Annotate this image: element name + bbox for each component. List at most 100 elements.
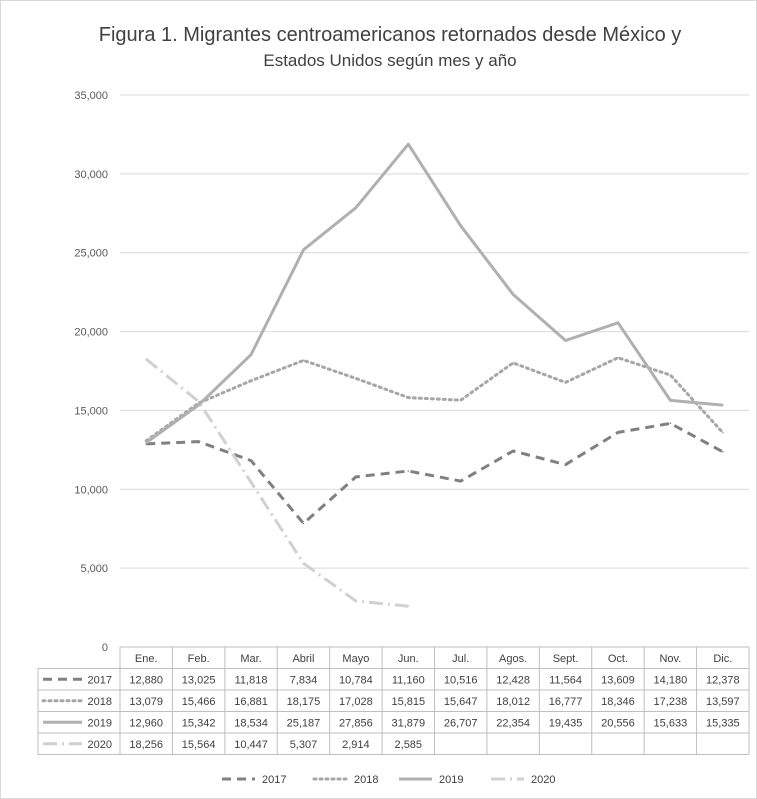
x-category-label: Dic. <box>713 653 732 665</box>
x-category-label: Mayo <box>342 653 369 665</box>
data-point-2017 <box>355 476 357 478</box>
data-point-2018 <box>250 379 252 382</box>
series-line-2018 <box>144 356 725 443</box>
y-tick-label: 5,000 <box>80 563 108 575</box>
table-cell-value: 17,238 <box>654 696 688 708</box>
table-cell-value: 16,881 <box>234 696 268 708</box>
x-category-label: Oct. <box>608 653 628 665</box>
table-cell-value: 18,346 <box>601 696 635 708</box>
table-cell-value: 12,378 <box>706 674 740 686</box>
data-point-2018 <box>512 362 514 364</box>
data-point-2019 <box>512 293 514 296</box>
x-category-label: Jul. <box>452 653 469 665</box>
table-cell-value: 18,012 <box>496 696 530 708</box>
table-series-name: 2017 <box>88 674 112 686</box>
table-cell-value: 11,160 <box>392 674 425 686</box>
data-point-2017 <box>145 443 148 445</box>
table-series-name: 2019 <box>88 717 112 729</box>
data-point-2020 <box>250 481 252 484</box>
data-point-2019 <box>459 224 462 227</box>
x-category-label: Nov. <box>659 653 681 665</box>
table-cell-value: 27,856 <box>339 717 373 729</box>
data-point-2017 <box>669 422 672 425</box>
table-cell-value: 25,187 <box>287 717 321 729</box>
data-point-2019 <box>355 206 357 209</box>
data-point-2017 <box>512 450 514 452</box>
table-cell-value: 31,879 <box>391 717 425 729</box>
table-cell-value: 10,784 <box>339 674 373 686</box>
chart-title-line-1: Figura 1. Migrantes centroamericanos ret… <box>98 24 682 46</box>
table-cell-value: 13,025 <box>182 674 216 686</box>
data-point-2017 <box>721 450 724 453</box>
table-cell-value: 26,707 <box>444 717 478 729</box>
data-point-2020 <box>145 358 148 360</box>
table-cell-value: 2,585 <box>395 739 423 751</box>
y-tick-label: 30,000 <box>74 169 108 181</box>
x-category-label: Agos. <box>499 653 527 665</box>
table-cell-value: 15,633 <box>654 717 688 729</box>
data-point-2019 <box>407 143 410 146</box>
series-line-2020 <box>145 357 409 608</box>
legend-label: 2020 <box>531 774 555 786</box>
table-cell-value: 11,818 <box>235 674 268 686</box>
table-cell-value: 5,307 <box>290 739 318 751</box>
table-cell-value: 12,428 <box>496 674 530 686</box>
table-cell-value: 7,834 <box>290 674 318 686</box>
x-category-label: Sept. <box>553 653 579 665</box>
data-point-2018 <box>564 381 567 384</box>
table-cell-value: 17,028 <box>339 696 373 708</box>
table-cell-value: 15,335 <box>706 717 740 729</box>
data-point-2017 <box>197 440 200 443</box>
data-point-2018 <box>302 359 305 362</box>
y-tick-label: 35,000 <box>74 90 108 102</box>
data-point-2020 <box>197 400 200 403</box>
data-point-2018 <box>459 399 462 402</box>
legend-label: 2018 <box>354 774 378 786</box>
data-point-2019 <box>617 322 619 324</box>
data-point-2020 <box>302 562 305 565</box>
table-cell-value: 10,447 <box>234 739 268 751</box>
table-cell-value: 22,354 <box>496 717 530 729</box>
legend-label: 2019 <box>439 774 463 786</box>
table-cell-value: 13,079 <box>129 696 163 708</box>
table-cell-value: 10,516 <box>444 674 478 686</box>
y-tick-label: 25,000 <box>74 248 108 260</box>
x-category-label: Feb. <box>188 653 210 665</box>
series-line-2017 <box>146 421 724 525</box>
table-cell-value: 15,564 <box>182 739 216 751</box>
data-point-2019 <box>721 404 724 406</box>
x-category-label: Mar. <box>240 653 261 665</box>
table-cell-value: 19,435 <box>549 717 583 729</box>
data-point-2017 <box>250 459 252 462</box>
data-point-2019 <box>197 404 200 406</box>
data-point-2019 <box>250 353 252 356</box>
x-category-label: Abril <box>292 653 314 665</box>
data-point-2019 <box>145 441 148 444</box>
table-cell-value: 18,534 <box>234 717 268 729</box>
table-cell-value: 15,342 <box>182 717 216 729</box>
y-tick-label: 0 <box>102 642 108 654</box>
table-cell-value: 18,175 <box>287 696 321 708</box>
table-cell-value: 12,960 <box>129 717 163 729</box>
data-point-2018 <box>407 396 410 399</box>
legend-label: 2017 <box>262 774 286 786</box>
data-point-2019 <box>302 248 305 251</box>
data-point-2020 <box>355 600 357 602</box>
chart-title-line-2: Estados Unidos según mes y año <box>263 51 517 70</box>
x-category-label: Ene. <box>135 653 158 665</box>
data-point-2017 <box>564 463 567 466</box>
table-cell-value: 13,597 <box>706 696 740 708</box>
table-cell-value: 15,466 <box>182 696 216 708</box>
data-point-2017 <box>407 470 410 472</box>
table-series-name: 2020 <box>88 739 112 751</box>
table-cell-value: 14,180 <box>654 674 688 686</box>
data-point-2017 <box>459 480 462 482</box>
data-point-2018 <box>721 431 724 434</box>
table-cell-value: 18,256 <box>129 739 163 751</box>
table-cell-value: 13,609 <box>601 674 635 686</box>
data-point-2018 <box>669 374 672 376</box>
table-cell-value: 2,914 <box>342 739 370 751</box>
data-point-2019 <box>669 399 672 402</box>
table-cell-value: 15,647 <box>444 696 478 708</box>
table-cell-value: 11,564 <box>549 674 582 686</box>
